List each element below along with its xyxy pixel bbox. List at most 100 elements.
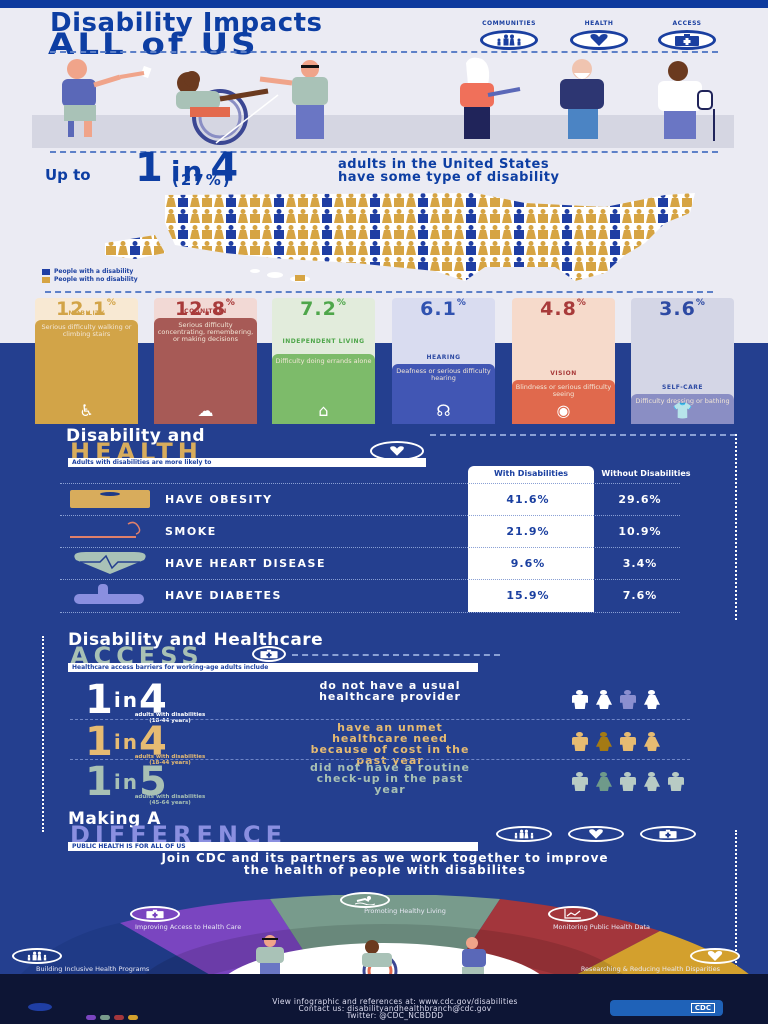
wheel-segment-label: Building Inclusive Health Programs (36, 965, 150, 973)
bar-category-name: INDEPENDENT LIVING (282, 338, 365, 345)
social-icon[interactable] (114, 1015, 124, 1020)
social-icon[interactable] (86, 1015, 96, 1020)
heartbeat-icon (70, 552, 150, 574)
bar-fill: Serious difficulty concentrating, rememb… (154, 318, 257, 424)
person-icon (594, 732, 614, 752)
people-illustration (30, 55, 738, 145)
category-label: COMMUNITIES (482, 20, 536, 27)
access-row: 1in4 adults with disabilities (18-44 year… (70, 719, 750, 784)
col-header-with: With Disabilities (493, 469, 569, 478)
footer-link-twitter[interactable]: Twitter: @CDC_NCBDDD (346, 1011, 444, 1020)
person-icon (642, 732, 662, 752)
bar-percent: 4.8% (540, 298, 587, 320)
heart-icon (570, 30, 628, 50)
cdc-logo[interactable]: CDC (610, 1000, 723, 1016)
bar-category-name: HEARING (426, 354, 461, 361)
swimmer-icon (340, 892, 390, 908)
health-row: HAVE OBESITY 41.6% 29.6% (60, 483, 690, 516)
bar-fill: Blindness or serious difficulty seeing ◉ (512, 380, 615, 424)
value-with-disabilities: 9.6% (510, 557, 546, 570)
health-row: HAVE DIABETES 15.9% 7.6% (60, 579, 690, 612)
row-divider (60, 579, 680, 580)
bar-category-name: COGNITION (184, 308, 227, 315)
difference-subtitle: PUBLIC HEALTH IS FOR ALL OF US (68, 842, 478, 851)
access-ratio-subtitle: adults with disabilities (18-44 years) (134, 712, 206, 724)
family-icon (480, 30, 538, 50)
category-label: HEALTH (584, 20, 614, 27)
ratio-in: in (170, 155, 205, 188)
access-barrier-text: did not have a routine check-up in the p… (310, 761, 470, 796)
disability-bar-self-care: 3.6% SELF-CARE Difficulty dressing or ba… (631, 298, 734, 424)
value-without-disabilities: 7.6% (622, 589, 658, 602)
person-icon (570, 732, 590, 752)
row-divider (60, 515, 680, 516)
divider (50, 151, 718, 153)
value-with-disabilities: 15.9% (506, 589, 550, 602)
person-icon (594, 690, 614, 710)
social-links (86, 1005, 142, 1024)
access-ratio: 1in4 (85, 677, 168, 723)
footer-link-contact[interactable]: Contact us: disabilityandhealthbranch@cd… (298, 1004, 492, 1013)
footer-text: View infographic and references at: www.… (180, 997, 610, 1020)
section-border (430, 434, 736, 436)
legend-item-no-disability: People with no disability (42, 276, 138, 284)
health-title-line1: Disability and (66, 426, 206, 446)
section-border (292, 654, 500, 656)
social-icon[interactable] (128, 1015, 138, 1020)
col-header-without: Without Disabilities (601, 469, 691, 478)
person-icon (618, 772, 638, 792)
health-row-label: SMOKE (165, 525, 217, 538)
health-row: HAVE HEART DISEASE 9.6% 3.4% (60, 547, 690, 580)
ratio-four: 4 (210, 145, 241, 191)
category-label: ACCESS (672, 20, 702, 27)
difference-body: Join CDC and its partners as we work tog… (161, 851, 609, 877)
disability-bar-cognition: 12.8% COGNITION Serious difficulty conce… (154, 298, 257, 424)
title-line1: Disability Impacts (50, 8, 323, 38)
bar-percent: 6.1% (420, 298, 467, 320)
ear-icon: ☊ (436, 401, 451, 420)
access-row: 1in5 adults with disabilities (45-64 year… (70, 759, 750, 824)
access-barrier-text: do not have a usual healthcare provider (319, 679, 461, 703)
bar-description: Difficulty doing errands alone (275, 357, 372, 365)
medical-kit-icon (640, 826, 696, 842)
bar-fill: Difficulty dressing or bathing 👕 (631, 394, 734, 424)
disability-bar-vision: 4.8% VISION Blindness or serious difficu… (512, 298, 615, 424)
bar-percent: 12.8% (175, 298, 236, 320)
row-divider (70, 719, 690, 720)
difference-title-line1: Making A (68, 809, 161, 829)
bar-description: Deafness or serious difficulty hearing (396, 367, 491, 382)
section-border (42, 636, 44, 832)
floor (32, 115, 734, 148)
divider (45, 291, 713, 293)
us-map-people-grid (105, 193, 705, 283)
social-icon[interactable] (100, 1015, 110, 1020)
value-with-disabilities: 21.9% (506, 525, 550, 538)
person-icons (570, 772, 686, 792)
person-icon (570, 772, 590, 792)
row-divider (70, 759, 690, 760)
health-row-label: HAVE DIABETES (165, 589, 282, 602)
wheel-segment-label: Promoting Healthy Living (364, 907, 446, 915)
bar-description: Blindness or serious difficulty seeing (515, 383, 612, 398)
footer-link-infographic[interactable]: View infographic and references at: www.… (272, 997, 518, 1006)
category-communities: COMMUNITIES (476, 20, 542, 50)
bar-category-name: VISION (550, 370, 577, 377)
health-row-label: HAVE HEART DISEASE (165, 557, 326, 570)
person-icons (570, 732, 662, 752)
hero-section (0, 8, 768, 343)
disability-bar-mobility: 12.1% MOBILITY Serious difficulty walkin… (35, 298, 138, 424)
section-border (735, 434, 737, 620)
section-border (735, 830, 737, 974)
access-subtitle: Healthcare access barriers for working-a… (68, 663, 478, 672)
prevalence-percent: (27%) (172, 171, 232, 189)
house-icon: ⌂ (318, 401, 329, 420)
person-icons (570, 690, 662, 710)
person-icon (666, 772, 686, 792)
wheel-segment-label: Researching & Reducing Health Disparitie… (580, 965, 720, 973)
prevalence-description: adults in the United States have some ty… (338, 158, 560, 184)
wheelchair-icon: ♿ (79, 401, 94, 420)
medical-kit-icon (130, 906, 180, 922)
person-icon (594, 772, 614, 792)
access-row: 1in4 adults with disabilities (18-44 year… (70, 680, 750, 742)
bar-percent: 12.1% (56, 298, 117, 320)
